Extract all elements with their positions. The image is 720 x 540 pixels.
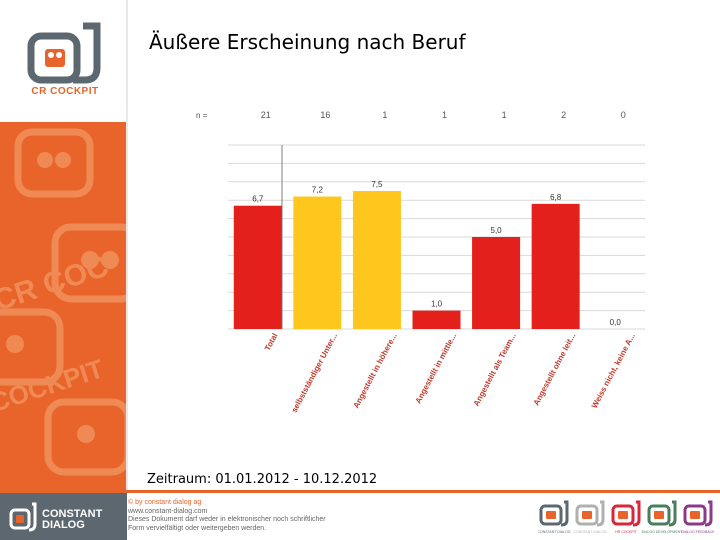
category-labels: Total selbstständiger Unter... Angestellt … [263,332,637,414]
value-label: 5,0 [491,226,503,235]
category-label: selbstständiger Unter... [290,332,339,414]
footer-brand-line2: DIALOG [42,519,85,531]
footer-notice-1: Dieses Dokument darf weder in elektronis… [128,516,326,523]
category-label: Angestellt als Team... [472,332,518,408]
footer-copyright: © by constant dialog ag [128,499,202,506]
footer-legal: © by constant dialog ag www.constant-dia… [128,499,326,533]
n-count: 2 [561,110,566,120]
value-label: 6,7 [252,195,264,204]
bars [233,191,580,329]
product-logo-label: DIALOG FEEDBACK [681,530,714,534]
product-logo-label: CONSTANT DIALOG [538,530,571,534]
product-logo: DIALOG DEVELOPMENT [642,500,684,534]
value-label: 0,0 [610,318,622,327]
n-counts: 21 16 1 1 1 2 0 [261,110,626,120]
bar [531,203,580,329]
cr-cockpit-logo-icon [27,22,101,84]
sidebar-pattern: CR COC COCKPIT [0,122,127,490]
product-logo-label: CONSTANT DIALOG [573,530,606,534]
period-label: Zeitraum: 01.01.2012 - 10.12.2012 [147,472,378,487]
category-label: Angestellt in mittle... [414,332,459,405]
bar-chart: n = 21 16 1 1 1 2 0 6,77,27,51,05,06,80,0 Tota… [196,110,645,414]
product-logo: CONSTANT DIALOG [538,500,571,534]
value-label: 6,8 [550,193,562,202]
footer-brand-line1: CONSTANT [42,508,103,520]
logo-label: CR COCKPIT [31,86,99,97]
category-label: Total [263,332,280,353]
n-count: 16 [320,110,330,120]
n-count: 21 [261,110,271,120]
sidebar-divider [126,0,128,490]
category-label: Weiss nicht, keine A... [590,332,637,410]
product-logo: CONSTANT DIALOG [573,500,607,534]
n-count: 1 [502,110,507,120]
category-label: Angestellt in höhere... [352,332,399,410]
n-count: 0 [621,110,626,120]
bar [293,196,342,329]
value-labels: 6,7 7,2 7,5 1,0 5,0 6,8 0,0 [252,180,621,327]
bar [472,237,521,329]
footer-website[interactable]: www.constant-dialog.com [128,507,208,515]
n-label: n = [196,111,208,120]
product-logo-label: DIALOG DEVELOPMENT [642,530,684,534]
n-count: 1 [382,110,387,120]
footer [0,490,720,540]
bar [352,191,401,329]
footer-brand: CONSTANT DIALOG [42,509,122,531]
page-title: Äußere Erscheinung nach Beruf [149,30,466,54]
footer-notice-2: Form vervielfältigt oder weitergeben wer… [128,524,267,532]
constant-dialog-logo-icon [9,502,37,532]
product-logo-label: HR COCKPIT [615,530,637,534]
category-label: Angestellt ohne leit... [532,332,578,407]
product-logo: DIALOG FEEDBACK [681,500,714,534]
product-logo: HR COCKPIT [611,500,641,534]
value-label: 1,0 [431,300,443,309]
bar [233,205,282,329]
value-label: 7,2 [312,186,324,195]
sidebar-pattern-art: CR COC COCKPIT [0,128,127,476]
sidebar: CR COC COCKPIT [0,0,128,490]
footer-product-logos: CONSTANT DIALOG CONSTANT DIALOG HR COCKPIT… [538,500,714,534]
footer-rule [0,490,720,493]
value-label: 7,5 [371,180,383,189]
bar [412,310,461,329]
n-count: 1 [442,110,447,120]
